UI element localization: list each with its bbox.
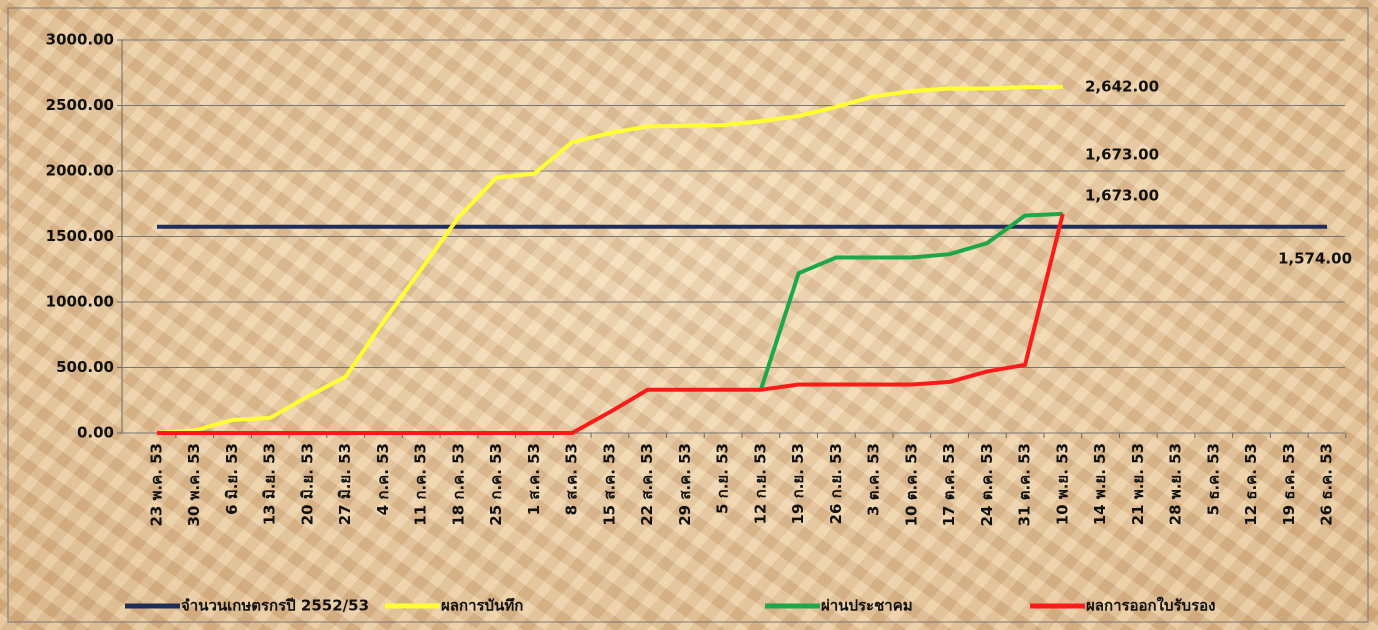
x-tick-label: 28 พ.ย. 53: [1167, 443, 1185, 525]
x-tick-label: 13 มิ.ย. 53: [261, 443, 279, 525]
x-tick-label: 25 ก.ค. 53: [487, 443, 505, 526]
x-tick-label: 10 ต.ค. 53: [902, 443, 920, 526]
y-tick-label: 0.00: [77, 424, 114, 442]
data-label: 1,574.00: [1278, 250, 1352, 268]
x-tick-label: 12 ธ.ค. 53: [1242, 443, 1260, 526]
x-tick-label: 15 ส.ค. 53: [600, 443, 618, 526]
legend-label: ผลการบันทึก: [441, 597, 523, 615]
x-tick-label: 31 ต.ค. 53: [1016, 443, 1034, 526]
x-tick-label: 26 ก.ย. 53: [827, 443, 845, 524]
x-tick-label: 18 ก.ค. 53: [449, 443, 467, 526]
x-tick-label: 26 ธ.ค. 53: [1318, 443, 1336, 526]
x-tick-label: 30 พ.ค. 53: [185, 443, 203, 527]
x-tick-label: 11 ก.ค. 53: [412, 443, 430, 526]
x-tick-label: 3 ต.ค. 53: [865, 443, 883, 516]
x-tick-label: 8 ส.ค. 53: [563, 443, 581, 515]
x-tick-label: 24 ต.ค. 53: [978, 443, 996, 526]
y-tick-label: 3000.00: [46, 31, 114, 49]
x-tick-label: 17 ต.ค. 53: [940, 443, 958, 526]
x-tick-label: 21 พ.ย. 53: [1129, 443, 1147, 525]
x-tick-label: 29 ส.ค. 53: [676, 443, 694, 526]
x-tick-label: 19 ธ.ค. 53: [1280, 443, 1298, 526]
y-tick-label: 1500.00: [46, 227, 114, 245]
data-label: 1,673.00: [1085, 146, 1159, 164]
legend-label: ผ่านประชาคม: [821, 597, 913, 615]
x-tick-label: 27 มิ.ย. 53: [336, 443, 354, 525]
data-label: 2,642.00: [1085, 78, 1159, 96]
x-tick-label: 10 พ.ย. 53: [1053, 443, 1071, 525]
x-tick-label: 5 ก.ย. 53: [714, 443, 732, 514]
chart-border: [7, 7, 1369, 623]
x-tick-label: 6 มิ.ย. 53: [223, 443, 241, 515]
y-tick-label: 500.00: [56, 358, 114, 376]
x-tick-label: 5 ธ.ค. 53: [1204, 443, 1222, 515]
series-line: [758, 211, 1063, 391]
x-tick-label: 14 พ.ย. 53: [1091, 443, 1109, 525]
x-tick-label: 12 ก.ย. 53: [751, 443, 769, 524]
data-label: 1,673.00: [1085, 187, 1159, 205]
x-tick-label: 1 ส.ค. 53: [525, 443, 543, 515]
y-tick-label: 2000.00: [46, 162, 114, 180]
x-tick-label: 4 ก.ค. 53: [374, 443, 392, 515]
y-tick-label: 2500.00: [46, 96, 114, 114]
legend-label: ผลการออกใบรับรอง: [1086, 597, 1215, 615]
x-tick-label: 22 ส.ค. 53: [638, 443, 656, 526]
x-tick-label: 19 ก.ย. 53: [789, 443, 807, 524]
x-tick-label: 20 มิ.ย. 53: [298, 443, 316, 525]
legend-label: จำนวนเกษตรกรปี 2552/53: [181, 597, 369, 615]
series-line: [156, 84, 1063, 435]
series-line: [157, 213, 1065, 435]
y-tick-label: 1000.00: [46, 293, 114, 311]
x-tick-label: 23 พ.ค. 53: [148, 443, 166, 527]
